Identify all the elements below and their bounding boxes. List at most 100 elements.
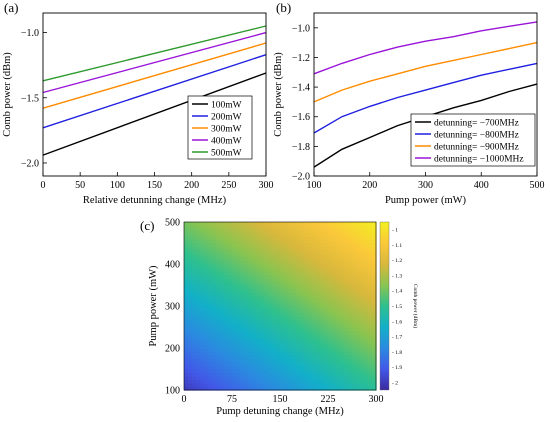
heatmap-cell [368, 365, 373, 370]
heatmap-cell [188, 288, 193, 293]
heatmap-cell [244, 260, 249, 265]
heatmap-cell [320, 323, 325, 328]
heatmap-cell [308, 267, 313, 272]
heatmap-cell [304, 344, 309, 349]
heatmap-cell [368, 330, 373, 335]
x-tick-label: 200 [362, 180, 377, 191]
x-axis-label: Pump detuning change (MHz) [216, 406, 344, 417]
y-tick-label: −1.4 [292, 83, 310, 94]
heatmap-cell [272, 229, 277, 234]
heatmap-cell [308, 365, 313, 370]
heatmap-cell [224, 222, 229, 227]
heatmap-cell [320, 239, 325, 244]
heatmap-cell [240, 379, 245, 384]
heatmap-cell [356, 327, 361, 332]
heatmap-cell [224, 379, 229, 384]
heatmap-cell [224, 281, 229, 286]
heatmap-cell [212, 292, 217, 297]
heatmap-cell [280, 313, 285, 318]
heatmap-cell [248, 327, 253, 332]
heatmap-cell [240, 334, 245, 339]
heatmap-cell [244, 288, 249, 293]
heatmap-cell [364, 362, 369, 367]
heatmap-cell [212, 309, 217, 314]
heatmap-cell [364, 306, 369, 311]
heatmap-cell [232, 239, 237, 244]
heatmap-cell [212, 351, 217, 356]
heatmap-cell [196, 330, 201, 335]
heatmap-cell [284, 281, 289, 286]
heatmap-cell [188, 281, 193, 286]
heatmap-cell [240, 292, 245, 297]
heatmap-cell [244, 337, 249, 342]
heatmap-cell [268, 295, 273, 300]
heatmap-cell [200, 239, 205, 244]
heatmap-cell [292, 306, 297, 311]
heatmap-cell [296, 302, 301, 307]
heatmap-cell [300, 341, 305, 346]
heatmap-cell [240, 264, 245, 269]
heatmap-cell [292, 302, 297, 307]
heatmap-cell [284, 369, 289, 374]
heatmap-cell [288, 306, 293, 311]
heatmap-cell [284, 250, 289, 255]
heatmap-cell [184, 264, 189, 269]
heatmap-cell [212, 362, 217, 367]
heatmap-cell [348, 250, 353, 255]
heatmap-cell [264, 253, 269, 258]
heatmap-cell [364, 246, 369, 251]
heatmap-cell [196, 309, 201, 314]
heatmap-cell [348, 225, 353, 230]
heatmap-cell [184, 351, 189, 356]
heatmap-cell [288, 243, 293, 248]
heatmap-cell [372, 271, 377, 276]
heatmap-cell [288, 264, 293, 269]
heatmap-cell [356, 232, 361, 237]
heatmap-cell [352, 260, 357, 265]
heatmap-cell [312, 376, 317, 381]
heatmap-cell [292, 299, 297, 304]
heatmap-cell [364, 239, 369, 244]
heatmap-cell [220, 288, 225, 293]
heatmap-cell [236, 229, 241, 234]
heatmap-cell [204, 302, 209, 307]
heatmap-cell [220, 302, 225, 307]
heatmap-cell [188, 229, 193, 234]
heatmap-cell [212, 306, 217, 311]
heatmap-cell [288, 250, 293, 255]
heatmap-cell [272, 264, 277, 269]
heatmap-cell [308, 246, 313, 251]
heatmap-cell [212, 334, 217, 339]
heatmap-cell [216, 320, 221, 325]
heatmap-cell [336, 232, 341, 237]
panel-a: (a)0 50 100 150 200 250 300−2.0−1.5−1.0Relativ… [2, 0, 274, 206]
heatmap-cell [332, 229, 337, 234]
heatmap-cell [368, 292, 373, 297]
heatmap-cell [324, 334, 329, 339]
heatmap-cell [324, 264, 329, 269]
heatmap-cell [320, 250, 325, 255]
heatmap-cell [184, 225, 189, 230]
heatmap-cell [232, 292, 237, 297]
heatmap-cell [248, 225, 253, 230]
heatmap-cell [288, 344, 293, 349]
heatmap-cell [320, 379, 325, 384]
heatmap-cell [248, 295, 253, 300]
heatmap-cell [192, 229, 197, 234]
heatmap-cell [248, 376, 253, 381]
heatmap-cell [220, 299, 225, 304]
heatmap-cell [196, 264, 201, 269]
heatmap-cell [364, 260, 369, 265]
heatmap-cell [296, 365, 301, 370]
heatmap-cell [264, 306, 269, 311]
heatmap-cell [260, 365, 265, 370]
heatmap-cell [312, 295, 317, 300]
heatmap-cell [264, 239, 269, 244]
heatmap-cell [360, 267, 365, 272]
heatmap-cell [324, 285, 329, 290]
heatmap-cell [236, 351, 241, 356]
heatmap-cell [256, 302, 261, 307]
heatmap-cell [284, 323, 289, 328]
heatmap-cell [196, 288, 201, 293]
heatmap-cell [264, 327, 269, 332]
